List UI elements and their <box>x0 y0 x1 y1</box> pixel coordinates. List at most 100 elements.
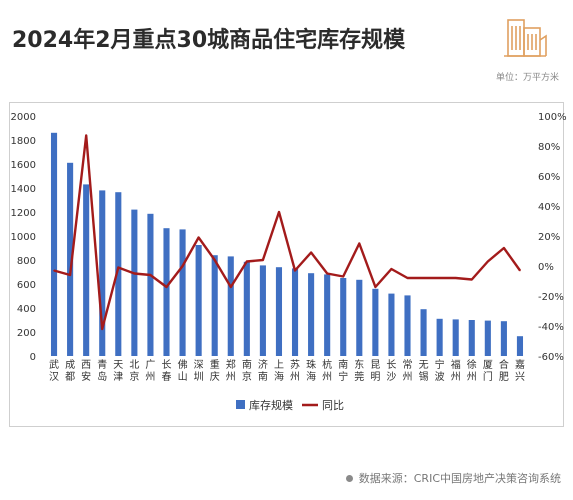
bar <box>131 209 138 356</box>
yoy-point <box>101 328 104 330</box>
yoy-point <box>422 277 425 279</box>
x-tick-label: 南京 <box>242 358 252 383</box>
yoy-point <box>358 242 361 245</box>
x-tick-label: 南宁 <box>338 358 348 383</box>
bar <box>356 279 363 356</box>
x-tick-label: 重庆 <box>210 358 220 383</box>
yoy-point <box>326 272 328 275</box>
yoy-point <box>53 269 55 272</box>
x-axis-labels: 武汉成都西安青岛天津北京广州长春佛山深圳重庆郑州南京济南上海苏州珠海杭州南宁东莞… <box>49 358 525 383</box>
x-tick-label: 常州 <box>403 358 413 383</box>
bar <box>115 192 122 356</box>
bar <box>99 190 106 356</box>
left-tick-label: 1800 <box>11 136 36 147</box>
right-tick-label: -40% <box>538 322 564 333</box>
yoy-line <box>53 134 521 331</box>
right-tick-label: 60% <box>538 172 560 183</box>
bar <box>147 213 154 356</box>
x-tick-label: 佛山 <box>178 358 188 383</box>
yoy-point <box>165 286 168 288</box>
bar <box>67 162 74 356</box>
x-tick-label: 西安 <box>81 360 91 383</box>
yoy-point <box>229 286 232 288</box>
x-tick-label: 宁波 <box>435 358 445 383</box>
page-title: 2024年2月重点30城商品住宅库存规模 <box>12 28 406 53</box>
right-tick-label: 100% <box>538 112 567 123</box>
yoy-point <box>294 269 296 272</box>
yoy-point <box>310 251 312 254</box>
bar <box>500 321 507 356</box>
yoy-point <box>181 265 184 267</box>
yoy-point <box>470 278 473 281</box>
yoy-point <box>390 268 393 270</box>
x-tick-label: 长沙 <box>386 359 396 383</box>
bar <box>243 261 250 356</box>
x-tick-label: 长春 <box>162 359 172 383</box>
yoy-point <box>85 134 87 137</box>
x-tick-label: 成都 <box>65 359 75 383</box>
bar <box>468 320 475 356</box>
yoy-point <box>406 277 409 279</box>
legend-bar-swatch <box>236 400 245 409</box>
bar <box>404 295 411 356</box>
bar <box>163 228 170 356</box>
legend-line-label: 同比 <box>322 399 344 412</box>
legend: 库存规模 同比 <box>236 398 344 412</box>
x-tick-label: 深圳 <box>194 359 204 383</box>
left-tick-label: 1600 <box>11 160 36 171</box>
bar <box>195 245 202 356</box>
x-tick-label: 天津 <box>113 360 123 383</box>
bar <box>388 293 395 356</box>
left-tick-label: 800 <box>17 256 36 267</box>
yoy-point <box>197 236 200 239</box>
x-tick-label: 杭州 <box>322 358 332 383</box>
right-tick-label: 20% <box>538 232 560 243</box>
yoy-point <box>213 259 216 261</box>
legend-bar-label: 库存规模 <box>249 398 293 412</box>
right-tick-label: -60% <box>538 352 564 363</box>
yoy-point <box>503 247 505 249</box>
x-tick-label: 福州 <box>451 358 461 383</box>
x-tick-label: 郑州 <box>226 358 236 383</box>
bar <box>372 288 379 356</box>
yoy-point <box>133 272 136 275</box>
yoy-point <box>487 260 489 263</box>
right-axis: -60% -40% -20% 0% 20% 40% 60% 80% 100% <box>538 112 567 363</box>
x-tick-label: 厦门 <box>483 359 493 383</box>
x-tick-label: 无锡 <box>419 360 429 383</box>
source-dot-icon <box>345 474 353 482</box>
x-tick-label: 武汉 <box>49 358 59 383</box>
bar <box>50 132 58 356</box>
x-tick-label: 青岛 <box>97 358 107 383</box>
right-tick-label: 40% <box>538 202 560 213</box>
x-tick-label: 徐州 <box>467 358 477 383</box>
left-tick-label: 2000 <box>11 112 36 123</box>
left-tick-label: 1000 <box>11 232 36 243</box>
yoy-point <box>246 260 248 263</box>
x-tick-label: 广州 <box>145 359 155 383</box>
yoy-point <box>117 266 120 269</box>
chart-panel <box>9 102 564 427</box>
left-tick-label: 200 <box>17 328 36 339</box>
bar <box>340 278 347 356</box>
unit-label: 单位：万平方米 <box>495 73 559 83</box>
bar <box>259 265 266 356</box>
right-tick-label: 0% <box>538 262 554 273</box>
left-tick-label: 1200 <box>11 208 36 219</box>
x-tick-label: 嘉兴 <box>515 358 525 383</box>
left-tick-label: 0 <box>30 352 36 363</box>
bar <box>452 319 459 356</box>
yoy-point <box>374 286 377 288</box>
x-tick-label: 东莞 <box>354 358 364 383</box>
line-series <box>53 134 521 331</box>
left-tick-label: 1400 <box>11 184 36 195</box>
source-note: 数据来源：CRIC中国房地产决策咨询系统 <box>345 470 561 486</box>
bar <box>484 320 491 356</box>
bar <box>275 267 283 356</box>
x-tick-label: 北京 <box>129 359 139 383</box>
bar <box>436 318 443 356</box>
building-logo-icon <box>504 19 547 57</box>
left-tick-label: 600 <box>17 280 36 291</box>
yoy-point <box>278 211 280 213</box>
